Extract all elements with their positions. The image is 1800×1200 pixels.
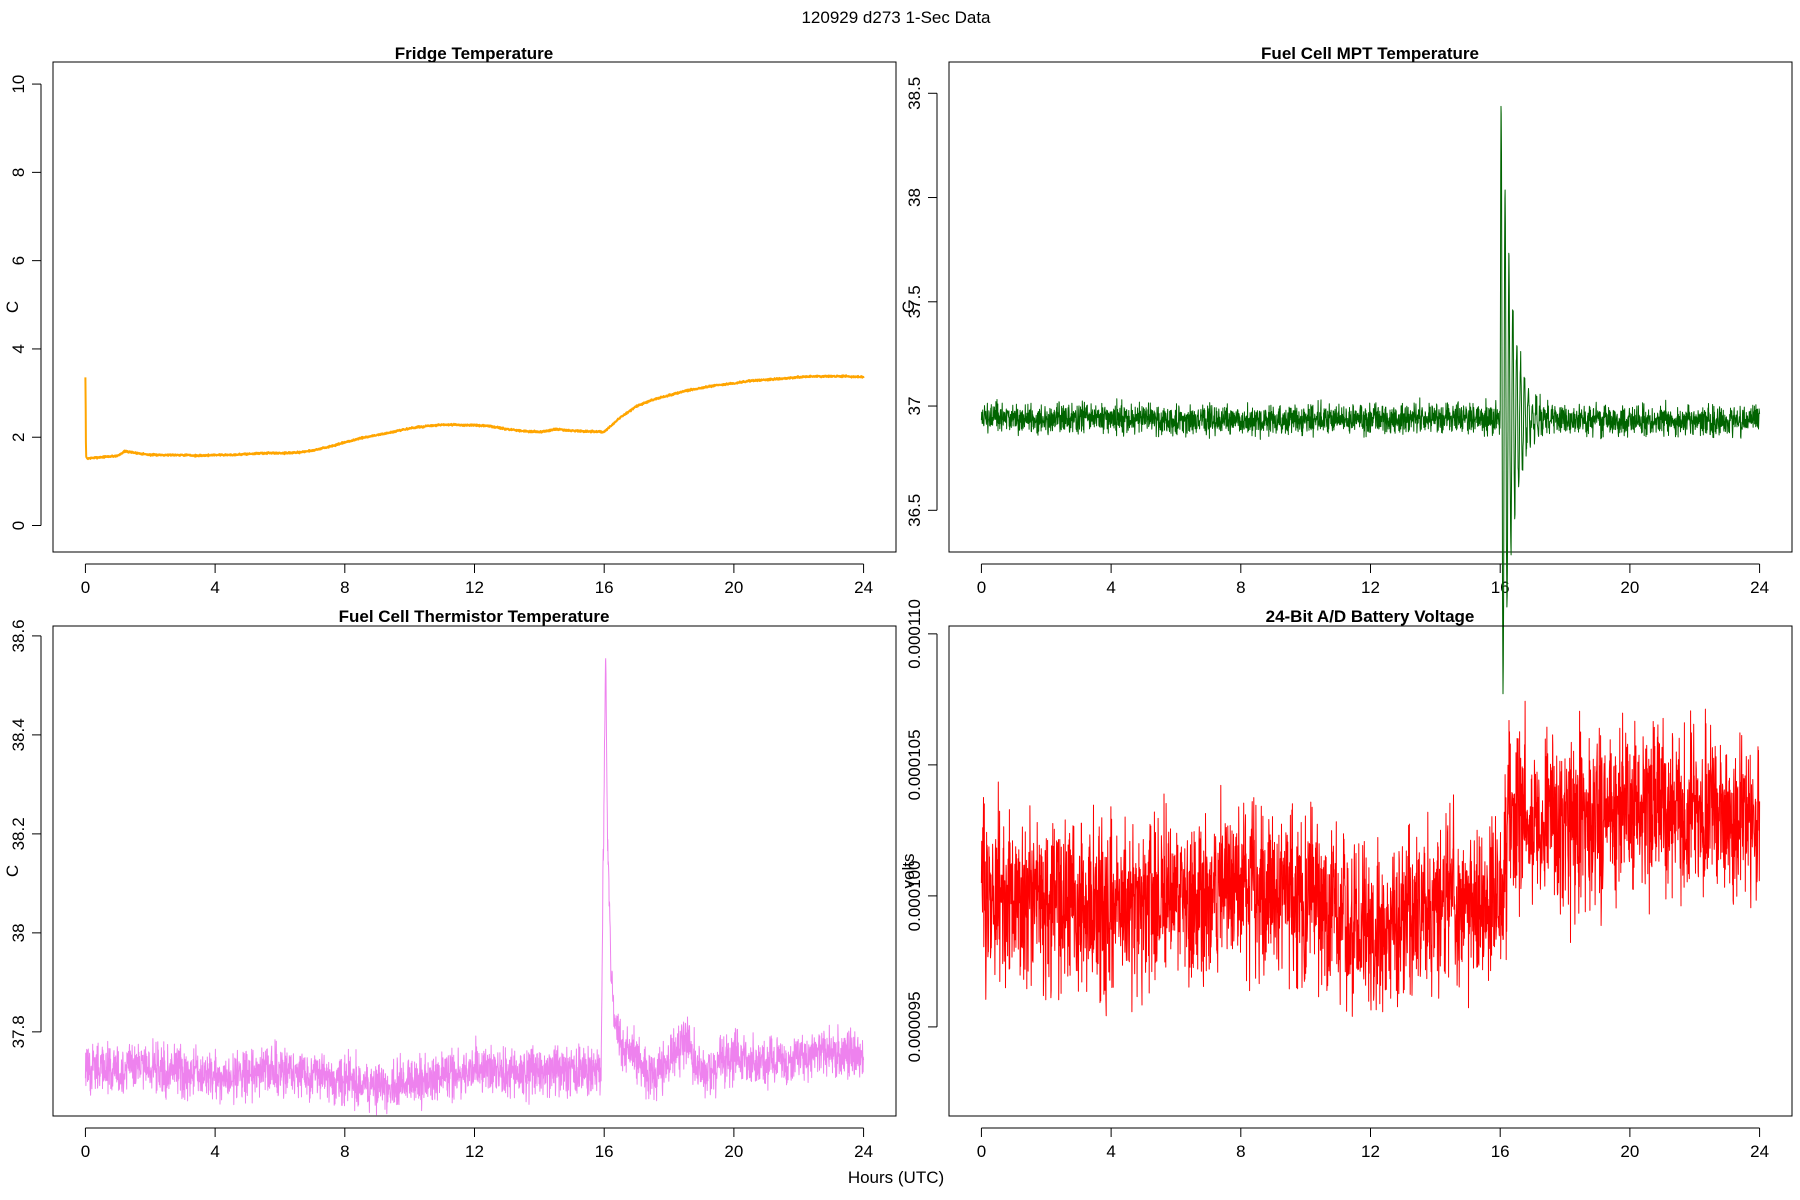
y-tick-label: 10 bbox=[9, 75, 28, 94]
y-tick-label: 4 bbox=[9, 344, 28, 353]
series-line bbox=[84, 374, 865, 461]
x-tick-label: 16 bbox=[595, 578, 614, 597]
x-tick-label: 12 bbox=[1361, 1142, 1380, 1161]
y-tick-label: 38.4 bbox=[9, 718, 28, 751]
y-tick-label: 2 bbox=[9, 432, 28, 441]
x-tick-label: 8 bbox=[1236, 578, 1245, 597]
y-tick-label: 8 bbox=[9, 168, 28, 177]
y-tick-label: 38 bbox=[9, 923, 28, 942]
x-tick-label: 24 bbox=[1750, 1142, 1769, 1161]
plot-frame bbox=[948, 625, 1793, 1117]
x-tick-label: 12 bbox=[1361, 578, 1380, 597]
y-tick-label: 0.000095 bbox=[905, 991, 924, 1062]
x-tick-label: 16 bbox=[1491, 578, 1510, 597]
x-tick-label: 0 bbox=[977, 578, 986, 597]
x-tick-label: 20 bbox=[1620, 1142, 1639, 1161]
y-tick-label: 38.2 bbox=[9, 817, 28, 850]
series-line bbox=[980, 700, 1761, 1017]
x-tick-label: 24 bbox=[854, 578, 873, 597]
x-tick-label: 8 bbox=[1236, 1142, 1245, 1161]
panel-battery-voltage: 24-Bit A/D Battery Voltage volts 0 4 8 12 16… bbox=[899, 599, 1793, 1161]
x-tick-label: 8 bbox=[340, 1142, 349, 1161]
x-tick-label: 20 bbox=[724, 1142, 743, 1161]
y-tick-label: 0.000100 bbox=[905, 860, 924, 931]
x-tick-label: 0 bbox=[977, 1142, 986, 1161]
x-tick-label: 4 bbox=[210, 1142, 219, 1161]
y-axis-label: volts bbox=[899, 854, 918, 889]
y-axis-label: C bbox=[3, 865, 22, 877]
y-tick-label: 38 bbox=[905, 188, 924, 207]
plot-frame bbox=[52, 61, 897, 553]
panel-title: Fridge Temperature bbox=[395, 44, 553, 63]
x-tick-label: 20 bbox=[1620, 578, 1639, 597]
y-tick-label: 37 bbox=[905, 397, 924, 416]
panel-fuel-cell-thermistor-temperature: Fuel Cell Thermistor Temperature C 0 4 8 12… bbox=[3, 607, 897, 1161]
x-tick-label: 8 bbox=[340, 578, 349, 597]
y-tick-label: 6 bbox=[9, 256, 28, 265]
series-line bbox=[84, 658, 865, 1116]
plot-frame bbox=[52, 625, 897, 1117]
figure-title: 120929 d273 1-Sec Data bbox=[801, 8, 991, 27]
y-tick-label: 0.000105 bbox=[905, 729, 924, 800]
panel-title: Fuel Cell Thermistor Temperature bbox=[339, 607, 610, 626]
y-axis-label: C bbox=[899, 301, 918, 313]
x-tick-label: 16 bbox=[595, 1142, 614, 1161]
x-tick-label: 4 bbox=[210, 578, 219, 597]
x-tick-label: 16 bbox=[1491, 1142, 1510, 1161]
x-tick-label: 4 bbox=[1106, 578, 1115, 597]
plot-frame bbox=[948, 61, 1793, 553]
x-tick-label: 20 bbox=[724, 578, 743, 597]
x-tick-label: 12 bbox=[465, 1142, 484, 1161]
figure-xlabel: Hours (UTC) bbox=[848, 1168, 944, 1187]
y-tick-label: 38.6 bbox=[9, 619, 28, 652]
x-tick-label: 12 bbox=[465, 578, 484, 597]
y-axis-label: C bbox=[3, 301, 22, 313]
y-tick-label: 0 bbox=[9, 521, 28, 530]
panel-title: 24-Bit A/D Battery Voltage bbox=[1266, 607, 1475, 626]
panel-title: Fuel Cell MPT Temperature bbox=[1261, 44, 1479, 63]
x-tick-label: 0 bbox=[81, 1142, 90, 1161]
x-tick-label: 4 bbox=[1106, 1142, 1115, 1161]
series-line bbox=[980, 105, 1761, 695]
y-tick-label: 38.5 bbox=[905, 77, 924, 110]
panel-fuel-cell-mpt-temperature: Fuel Cell MPT Temperature C 0 4 8 12 16 20 24 3… bbox=[899, 44, 1793, 695]
y-tick-label: 37.8 bbox=[9, 1015, 28, 1048]
x-tick-label: 24 bbox=[1750, 578, 1769, 597]
y-tick-label: 0.000110 bbox=[905, 599, 924, 669]
x-tick-label: 0 bbox=[81, 578, 90, 597]
y-tick-label: 36.5 bbox=[905, 494, 924, 527]
x-tick-label: 24 bbox=[854, 1142, 873, 1161]
y-tick-label: 37.5 bbox=[905, 285, 924, 318]
